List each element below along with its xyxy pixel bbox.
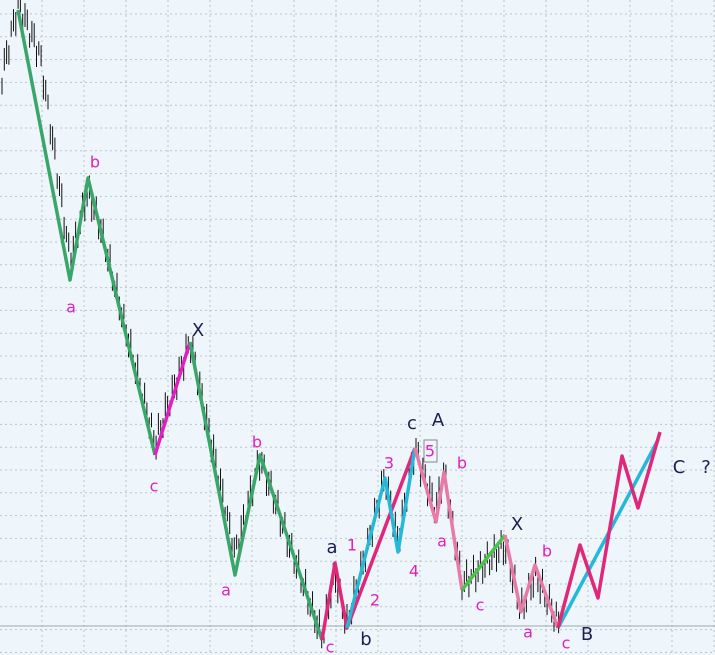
wave-label: c [150, 477, 159, 496]
wave-pink [556, 431, 662, 629]
wave-label: a [66, 298, 76, 317]
wave-label: a [221, 581, 231, 600]
wave-green [460, 533, 507, 592]
wave-label: b [457, 454, 467, 473]
wave-label: c [562, 634, 571, 653]
wave-label: c [326, 638, 335, 655]
wave-label: 1 [347, 536, 357, 555]
box-marker [423, 439, 438, 463]
wave-label: a [523, 623, 533, 642]
wave-label: 4 [409, 562, 419, 581]
wave-cyan [345, 447, 417, 629]
wave-label: A [432, 410, 445, 431]
wave-label: C [673, 457, 686, 478]
wave-label: X [511, 514, 523, 535]
wave-label: b [542, 542, 552, 561]
wave-label: c [407, 413, 417, 434]
wave-green [16, 9, 157, 456]
wave-label: b [252, 433, 262, 452]
wave-light-pink [503, 534, 560, 629]
wave-label: c [476, 596, 485, 615]
wave-label: a [326, 537, 337, 558]
wave-label: X [192, 320, 204, 341]
wave-label: b [90, 153, 100, 172]
wave-label: 2 [370, 591, 380, 610]
wave-label: a [437, 532, 447, 551]
wave-label: ? [701, 457, 711, 478]
wave-green [188, 341, 324, 641]
wave-light-pink [413, 447, 464, 591]
wave-label: B [581, 624, 593, 645]
wave-label: b [360, 629, 371, 650]
wave-magenta [153, 341, 192, 456]
wave-label: 3 [384, 454, 394, 473]
wave-label: 5 [425, 442, 435, 461]
wave-pink [320, 447, 417, 641]
wave-lines [16, 9, 662, 641]
